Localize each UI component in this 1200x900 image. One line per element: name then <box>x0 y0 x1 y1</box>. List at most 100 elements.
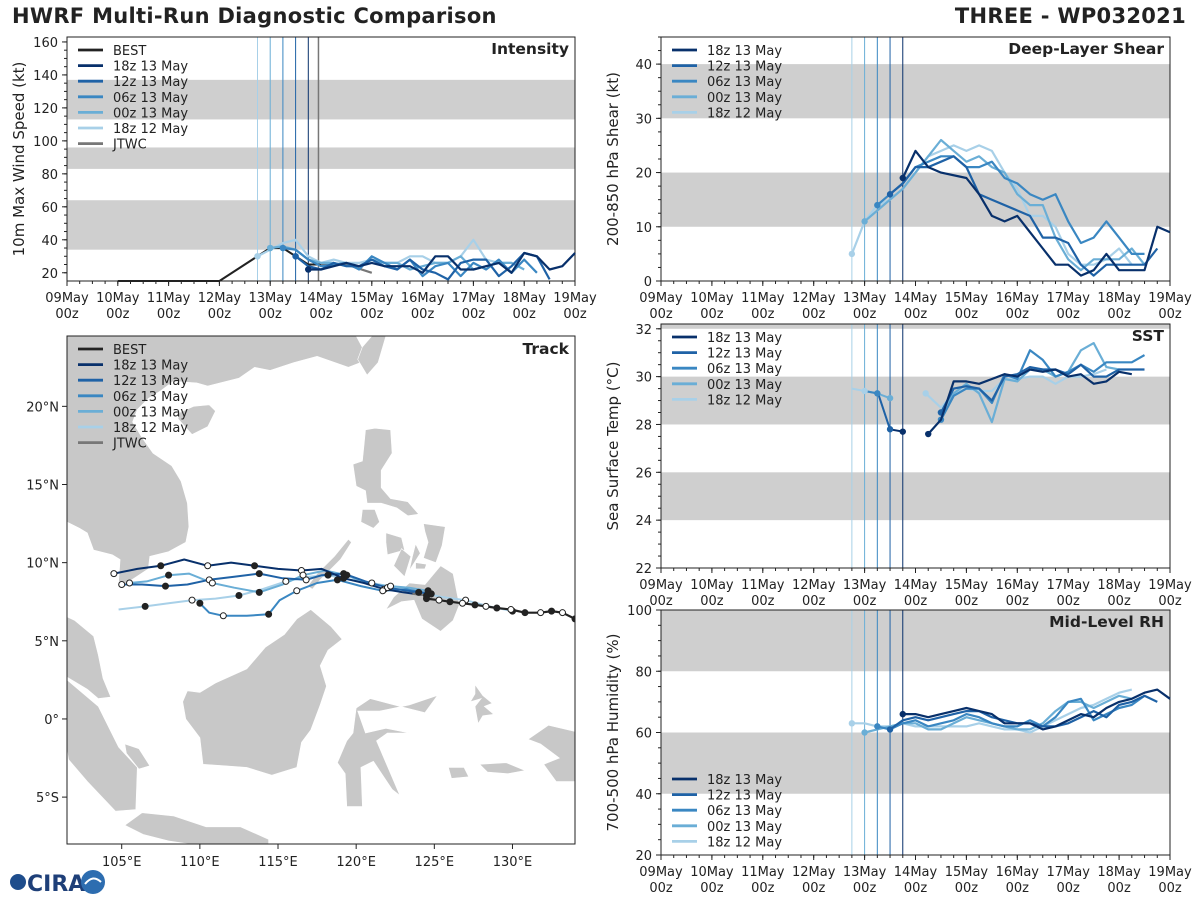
intensity-best-point <box>267 244 274 252</box>
intensity-ytick-label: 160 <box>33 36 58 51</box>
page-title: HWRF Multi-Run Diagnostic Comparison <box>12 4 497 28</box>
track-position-point <box>415 588 423 596</box>
rh-band <box>661 610 1170 672</box>
sst-xtick-label: 12May <box>792 578 836 593</box>
shear-xtick-label: 14May <box>894 291 938 306</box>
sst-xtick-label: 19May <box>1148 578 1192 593</box>
intensity-xtick-label: 14May <box>299 291 343 306</box>
intensity-xtick-label: 13May <box>248 291 292 306</box>
land-taiwan <box>357 336 387 376</box>
shear-xtick-label: 19May <box>1148 291 1192 306</box>
sst-legend-label: 00z 13 May <box>707 378 782 393</box>
sst-series-line <box>940 363 1145 414</box>
intensity-legend-label: 06z 13 May <box>113 91 188 106</box>
track-panel: 105°E 110°E 115°E 120°E 125°E 130°E 5°S 0° 5°N 10… <box>26 335 576 870</box>
track-series-line <box>113 558 427 597</box>
intensity-ytick-label: 140 <box>33 69 58 84</box>
intensity-xtick-label: 16May <box>401 291 445 306</box>
shear-init-point <box>886 191 894 198</box>
sst-legend-label: 06z 13 May <box>707 362 782 377</box>
rh-init-point <box>899 710 906 718</box>
track-lat-label: 5°N <box>35 635 60 650</box>
sst-ytick-label: 26 <box>635 466 652 481</box>
intensity-best-point <box>305 266 312 273</box>
sst-xtick-label: 10May <box>690 578 734 593</box>
intensity-panel: 2040608010012014016009May00z10May00z11Ma… <box>10 36 597 322</box>
track-position-point <box>126 579 134 587</box>
intensity-xtick-label: 10May <box>96 291 140 306</box>
land-borneo <box>182 609 343 776</box>
land-bangka <box>124 743 151 770</box>
rh-series-line <box>902 688 1171 731</box>
shear-ytick-label: 10 <box>635 221 652 236</box>
sst-panel: 22242628303209May00z10May00z11May00z12Ma… <box>604 323 1192 609</box>
land-sulawesi <box>337 694 439 807</box>
rh-xtick-label: 18May <box>1097 865 1141 880</box>
sst-legend-label: 12z 13 May <box>707 347 782 362</box>
intensity-xtick-label: 00z <box>513 307 537 322</box>
track-frame <box>66 335 576 845</box>
intensity-band <box>67 200 575 250</box>
track-lat-label: 20°N <box>26 400 59 415</box>
track-lat-label: 0° <box>44 713 59 728</box>
track-lon-label: 115°E <box>258 855 298 870</box>
track-position-point <box>161 582 169 590</box>
track-position-point <box>204 562 212 570</box>
land-sumatra <box>67 679 138 812</box>
sst-xtick-label: 11May <box>741 578 785 593</box>
intensity-xtick-label: 00z <box>462 307 486 322</box>
land-new-guinea <box>527 724 575 782</box>
shear-ytick-label: 40 <box>635 58 652 73</box>
sst-xtick-label: 00z <box>1158 594 1182 609</box>
intensity-legend-label: 12z 13 May <box>113 75 188 90</box>
intensity-best-point <box>279 244 287 252</box>
shear-ytick-label: 20 <box>635 167 652 182</box>
track-best-point <box>571 615 575 623</box>
intensity-xtick-label: 12May <box>198 291 242 306</box>
track-legend-label: BEST <box>113 343 146 358</box>
land-bohol <box>415 562 427 570</box>
storm-name: THREE - WP032021 <box>954 4 1186 28</box>
rh-init-point <box>886 726 894 733</box>
land-group <box>67 336 575 844</box>
sst-xtick-label: 18May <box>1097 578 1141 593</box>
track-series-line <box>121 572 432 595</box>
shear-xtick-label: 12May <box>792 291 836 306</box>
land-seram <box>479 762 527 775</box>
shear-series-line <box>876 155 1145 255</box>
shear-init-point <box>848 250 856 258</box>
sst-xtick-label: 00z <box>1057 594 1081 609</box>
track-position-point <box>424 587 432 595</box>
sst-xtick-label: 00z <box>955 594 979 609</box>
sst-xtick-label: 09May <box>639 578 683 593</box>
intensity-xtick-label: 00z <box>55 307 79 322</box>
sst-ytick-label: 28 <box>635 418 652 433</box>
shear-init-point <box>874 201 881 209</box>
intensity-legend-label: 18z 12 May <box>113 122 188 137</box>
intensity-legend-label: JTWC <box>112 138 147 153</box>
intensity-xtick-label: 17May <box>452 291 496 306</box>
track-position-point <box>302 576 310 584</box>
rh-init-point <box>861 729 868 736</box>
shear-legend-label: 18z 13 May <box>707 44 782 59</box>
shear-legend-label: 18z 12 May <box>707 106 782 121</box>
rh-xtick-label: 16May <box>996 865 1040 880</box>
track-legend-label: 00z 13 May <box>113 405 188 420</box>
sst-xtick-label: 00z <box>700 594 724 609</box>
logo-text: CIRA <box>27 872 85 897</box>
sst-xtick-label: 00z <box>1107 594 1131 609</box>
intensity-ytick-label: 40 <box>41 234 58 249</box>
land-negros <box>393 548 412 578</box>
sst-xtick-label: 14May <box>894 578 938 593</box>
track-position-point <box>251 562 259 570</box>
sst-band <box>661 376 1170 425</box>
track-lon-label: 130°E <box>493 855 533 870</box>
track-best-point <box>482 602 490 610</box>
rh-legend-label: 18z 13 May <box>707 773 782 788</box>
land-luzon <box>352 427 420 517</box>
rh-xtick-label: 00z <box>853 881 877 896</box>
rh-legend-label: 06z 13 May <box>707 804 782 819</box>
